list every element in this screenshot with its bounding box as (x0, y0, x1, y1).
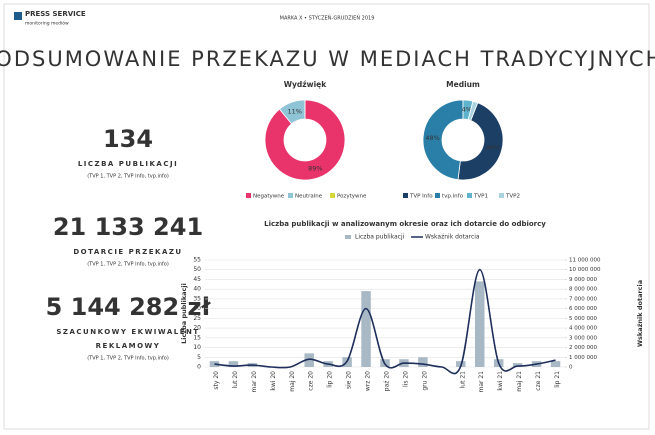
x-tick-label: lis 20 (402, 371, 409, 387)
y2-tick-label: 1 000 000 (569, 355, 597, 361)
donut-slice (457, 102, 504, 181)
legend-label: Neutralne (295, 194, 323, 200)
y2-tick-label: 7 000 000 (569, 296, 597, 302)
bar (475, 281, 485, 367)
legend-swatch (246, 193, 251, 198)
kpi-value: 21 133 241 (53, 213, 203, 241)
kpi-value: 5 144 282 zł (46, 293, 212, 321)
legend-swatch (403, 193, 408, 198)
y-tick-label: 10 (193, 344, 201, 351)
data-label: 4% (462, 106, 472, 114)
y2-tick-label: 5 000 000 (569, 316, 597, 322)
y-tick-label: 5 (197, 354, 201, 361)
x-tick-label: paź 20 (384, 371, 391, 391)
line (214, 268, 556, 375)
kpi-note: (TVP 1, TVP 2, TVP Info, tvp.info) (87, 356, 169, 362)
legend-label: TVP2 (505, 194, 520, 200)
x-tick-label: cze 21 (535, 371, 542, 391)
chart-title: Medium (446, 80, 480, 89)
x-tick-label: gru 20 (421, 371, 428, 391)
kpi-label: LICZBA PUBLIKACJI (78, 160, 178, 168)
bar (304, 353, 314, 367)
x-tick-label: maj 21 (516, 371, 523, 392)
y2-axis-label: Wskaźnik dotarcia (636, 280, 644, 347)
legend-swatch (288, 193, 293, 198)
y-tick-label: 20 (193, 325, 201, 332)
x-tick-label: mar 20 (251, 371, 258, 393)
data-label: 48% (425, 134, 439, 142)
x-tick-label: sie 20 (346, 371, 353, 389)
y2-tick-label: 8 000 000 (569, 287, 597, 293)
bar (228, 361, 239, 367)
y-tick-label: 15 (193, 334, 201, 341)
legend-label: Negatywne (253, 194, 285, 200)
donut-slice (422, 99, 464, 181)
caption: MARKA X • STYCZEŃ-GRUDZIEŃ 2019 (280, 15, 375, 22)
donut-slice (264, 99, 346, 181)
bar (418, 357, 428, 367)
legend-swatch (330, 193, 335, 198)
x-tick-label: maj 20 (289, 371, 296, 392)
legend-label: TVP1 (473, 194, 488, 200)
kpi-label: DOTARCIE PRZEKAZU (73, 248, 182, 256)
y-tick-label: 45 (193, 276, 201, 283)
x-tick-label: kwi 21 (497, 371, 504, 391)
legend-label: tvp.info (442, 194, 464, 200)
x-tick-label: mar 21 (478, 371, 485, 393)
logo-sub: monitoring mediów (25, 20, 69, 27)
kpi-label: SZACUNKOWY EKWIWALENT (56, 328, 199, 336)
y-tick-label: 50 (193, 266, 201, 273)
y2-tick-label: 4 000 000 (569, 326, 597, 332)
y2-tick-label: 11 000 000 (569, 258, 601, 264)
legend-label: Liczba publikacji (355, 234, 405, 241)
legend-label: TVP Info (409, 194, 433, 200)
chart-title: Liczba publikacji w analizowanym okresie… (264, 220, 546, 228)
y2-tick-label: 10 000 000 (569, 267, 601, 273)
x-tick-label: lut 20 (232, 371, 239, 389)
slide-title: PODSUMOWANIE PRZEKAZU W MEDIACH TRADYCYJ… (0, 47, 655, 71)
y2-tick-label: 0 (569, 365, 573, 371)
x-tick-label: sty 20 (213, 371, 220, 390)
y2-tick-label: 3 000 000 (569, 335, 597, 341)
legend-swatch (467, 193, 472, 198)
y2-tick-label: 9 000 000 (569, 277, 597, 283)
data-label: 46% (485, 144, 499, 152)
logo-mark (14, 12, 22, 20)
bar (550, 361, 561, 367)
kpi-label: REKLAMOWY (96, 342, 161, 350)
bar (512, 363, 523, 367)
chart-title: Wydźwięk (284, 80, 327, 89)
kpi-note: (TVP 1, TVP 2, TVP Info, tvp.info) (87, 174, 169, 180)
y-tick-label: 25 (193, 315, 201, 322)
x-tick-label: lip 20 (327, 371, 334, 388)
legend-label: Wskaźnik dotarcia (425, 234, 480, 241)
x-tick-label: lip 21 (554, 371, 561, 388)
kpi-note: (TVP 1, TVP 2, TVP Info, tvp.info) (87, 262, 169, 268)
x-tick-label: kwi 20 (270, 371, 277, 391)
y-axis-label: Liczba publikacji (180, 283, 188, 344)
data-label: 89% (308, 165, 322, 173)
legend-label: Pozytywne (337, 194, 367, 200)
logo: PRESS SERVICE (25, 10, 86, 18)
y-tick-label: 55 (193, 257, 201, 264)
legend-swatch (435, 193, 440, 198)
y2-tick-label: 2 000 000 (569, 345, 597, 351)
y-tick-label: 0 (197, 364, 201, 371)
kpi-value: 134 (103, 125, 153, 153)
legend-swatch (499, 193, 504, 198)
y-tick-label: 35 (193, 295, 201, 302)
y2-tick-label: 6 000 000 (569, 306, 597, 312)
x-tick-label: cze 20 (308, 371, 315, 391)
data-label: 11% (287, 107, 301, 115)
slide-frame (3, 3, 650, 430)
legend-swatch (345, 235, 351, 239)
donut-slice (467, 100, 479, 121)
bar (361, 291, 371, 367)
y-tick-label: 40 (193, 286, 201, 293)
x-tick-label: wrz 20 (365, 371, 372, 391)
y-tick-label: 30 (193, 305, 201, 312)
x-tick-label: lut 21 (459, 371, 466, 389)
